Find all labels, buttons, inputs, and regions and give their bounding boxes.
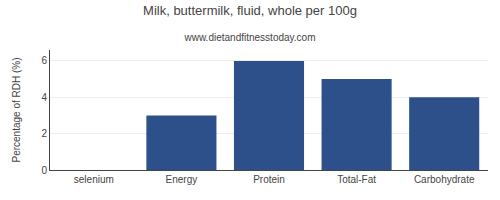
svg-text:Total-Fat: Total-Fat (337, 174, 376, 185)
svg-text:www.dietandfitnesstoday.com: www.dietandfitnesstoday.com (184, 32, 316, 43)
svg-text:4: 4 (41, 92, 47, 103)
svg-text:2: 2 (41, 128, 47, 139)
svg-text:6: 6 (41, 55, 47, 66)
svg-text:Percentage of RDH (%): Percentage of RDH (%) (11, 57, 22, 162)
svg-text:Protein: Protein (253, 174, 285, 185)
svg-text:0: 0 (41, 165, 47, 176)
svg-text:Milk, buttermilk, fluid, whole: Milk, buttermilk, fluid, whole per 100g (143, 3, 357, 18)
svg-text:selenium: selenium (74, 174, 114, 185)
svg-text:Energy: Energy (166, 174, 198, 185)
svg-text:Carbohydrate: Carbohydrate (414, 174, 475, 185)
